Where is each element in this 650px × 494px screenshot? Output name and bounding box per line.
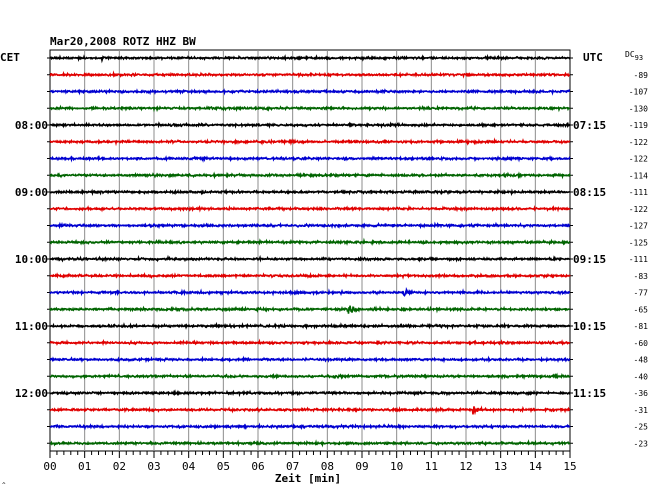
dc-offset-label: -23	[634, 439, 649, 448]
trace-line	[49, 221, 571, 230]
trace-line	[49, 287, 571, 297]
dc-offset-label: -48	[634, 356, 649, 365]
trace-line	[49, 104, 571, 113]
utc-time-label: 07:15	[573, 119, 606, 132]
footer-mark: ^	[2, 482, 6, 489]
x-tick-label: 10	[390, 460, 403, 473]
trace-line	[49, 305, 571, 314]
trace-line	[49, 121, 571, 129]
cet-time-label: 11:00	[15, 320, 48, 333]
x-tick-label: 11	[425, 460, 438, 473]
x-axis-label: Zeit [min]	[275, 472, 341, 485]
dc-offset-label: -40	[634, 372, 649, 381]
cet-time-label: 09:00	[15, 186, 48, 199]
x-tick-label: 01	[78, 460, 91, 473]
trace-line	[49, 154, 571, 163]
dc-offset-label: -122	[629, 205, 648, 214]
trace-line	[49, 372, 571, 381]
utc-time-label: 10:15	[573, 320, 606, 333]
grid	[47, 49, 573, 458]
dc-offset-label: -31	[634, 406, 649, 415]
trace-line	[49, 405, 571, 416]
trace-line	[49, 338, 571, 347]
dc-offset-label: -77	[634, 289, 649, 298]
trace-line	[49, 88, 571, 96]
trace-line	[49, 188, 571, 197]
dc-offset-label: -122	[629, 138, 648, 147]
trace-line	[49, 171, 571, 180]
x-tick-label: 12	[459, 460, 472, 473]
x-tick-label: 00	[43, 460, 56, 473]
x-tick-label: 14	[529, 460, 543, 473]
dc-offset-label: -130	[629, 104, 648, 113]
label-group: 00 01 02 03 04 05 06 07 08 09 10 11 12 13 14 15 -89 -107 -…	[15, 71, 648, 473]
cet-header: CET	[0, 51, 20, 64]
x-tick-label: 08	[321, 460, 334, 473]
x-tick-label: 15	[563, 460, 576, 473]
cet-time-label: 10:00	[15, 253, 48, 266]
utc-time-label: 09:15	[573, 253, 606, 266]
dc-offset-label: -119	[629, 121, 648, 130]
dc-offset-label: -83	[634, 272, 649, 281]
trace-line	[49, 70, 571, 79]
dc-header: DC93	[625, 50, 643, 62]
trace-line	[49, 355, 571, 364]
x-tick-label: 05	[217, 460, 230, 473]
chart-title: Mar20,2008 ROTZ HHZ BW	[50, 35, 196, 48]
x-tick-label: 09	[355, 460, 368, 473]
trace-line	[49, 422, 571, 431]
x-tick-label: 06	[251, 460, 264, 473]
trace-line	[49, 254, 571, 263]
utc-time-label: 11:15	[573, 387, 606, 400]
x-tick-label: 04	[182, 460, 196, 473]
trace-group	[49, 53, 571, 448]
trace-line	[49, 204, 571, 213]
trace-line	[49, 237, 571, 247]
trace-line	[49, 53, 571, 64]
dc-offset-label: -89	[634, 71, 649, 80]
dc-offset-label: -122	[629, 155, 648, 164]
cet-time-label: 08:00	[15, 119, 48, 132]
x-tick-label: 03	[147, 460, 160, 473]
dc-offset-label: -127	[629, 222, 648, 231]
trace-line	[49, 389, 571, 398]
dc-offset-label: -60	[634, 339, 649, 348]
dc-offset-label: -81	[634, 322, 649, 331]
plot-frame	[49, 49, 571, 452]
cet-time-label: 12:00	[15, 387, 48, 400]
dc-offset-label: -111	[629, 255, 648, 264]
utc-header: UTC	[583, 51, 603, 64]
x-tick-label: 13	[494, 460, 507, 473]
dc-offset-label: -36	[634, 389, 649, 398]
dc-offset-label: -107	[629, 88, 648, 97]
dc-offset-label: -114	[629, 171, 648, 180]
trace-line	[49, 321, 571, 330]
trace-line	[49, 439, 571, 448]
utc-time-label: 08:15	[573, 186, 606, 199]
x-tick-label: 02	[113, 460, 126, 473]
trace-line	[49, 271, 571, 280]
dc-offset-label: -25	[634, 423, 649, 432]
dc-offset-label: -111	[629, 188, 648, 197]
dc-offset-label: -125	[629, 238, 648, 247]
trace-line	[49, 137, 571, 147]
dc-offset-label: -65	[634, 305, 649, 314]
x-tick-label: 07	[286, 460, 299, 473]
